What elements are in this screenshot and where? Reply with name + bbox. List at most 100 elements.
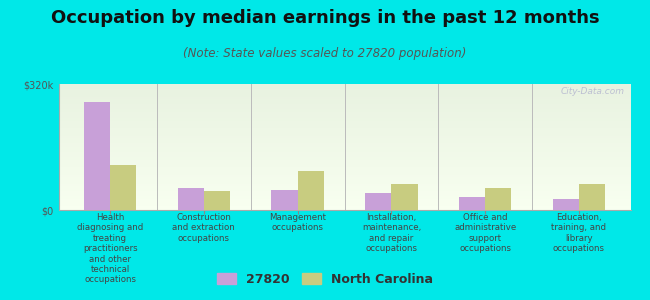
Bar xyxy=(58,165,630,166)
Bar xyxy=(58,107,630,108)
Bar xyxy=(58,123,630,124)
Bar xyxy=(58,147,630,148)
Bar xyxy=(58,136,630,137)
Bar xyxy=(58,152,630,153)
Bar xyxy=(58,143,630,145)
Bar xyxy=(58,202,630,204)
Bar xyxy=(58,153,630,154)
Bar xyxy=(58,182,630,184)
Bar xyxy=(58,141,630,142)
Bar xyxy=(58,177,630,178)
Text: Management
occupations: Management occupations xyxy=(269,213,326,233)
Bar xyxy=(58,105,630,107)
Text: Health
diagnosing and
treating
practitioners
and other
technical
occupations: Health diagnosing and treating practitio… xyxy=(77,213,143,284)
Bar xyxy=(58,124,630,126)
Bar xyxy=(58,138,630,140)
Bar xyxy=(459,197,485,210)
Bar xyxy=(552,199,579,210)
Bar xyxy=(58,98,630,99)
Bar xyxy=(58,89,630,90)
Bar xyxy=(58,113,630,114)
Bar xyxy=(58,161,630,162)
Bar xyxy=(58,172,630,173)
Bar xyxy=(58,167,630,168)
Bar xyxy=(58,204,630,205)
Bar xyxy=(58,197,630,199)
Text: Education,
training, and
library
occupations: Education, training, and library occupat… xyxy=(551,213,606,253)
Bar xyxy=(58,199,630,200)
Bar xyxy=(58,154,630,156)
Bar xyxy=(58,171,630,172)
Text: (Note: State values scaled to 27820 population): (Note: State values scaled to 27820 popu… xyxy=(183,46,467,59)
Bar xyxy=(58,134,630,136)
Bar xyxy=(58,119,630,121)
Bar xyxy=(58,186,630,187)
Bar xyxy=(58,206,630,208)
Bar xyxy=(58,173,630,175)
Bar xyxy=(58,132,630,133)
Bar xyxy=(58,157,630,158)
Bar xyxy=(58,84,630,85)
Bar xyxy=(365,194,391,210)
Text: City-Data.com: City-Data.com xyxy=(561,86,625,95)
Bar xyxy=(58,94,630,95)
Bar xyxy=(58,129,630,130)
Bar xyxy=(58,109,630,110)
Bar xyxy=(58,126,630,127)
Bar xyxy=(58,151,630,152)
Bar xyxy=(58,160,630,161)
Bar xyxy=(58,192,630,194)
Bar xyxy=(58,190,630,191)
Bar xyxy=(58,103,630,104)
Bar xyxy=(58,181,630,182)
Bar xyxy=(58,100,630,102)
Bar xyxy=(485,188,512,210)
Text: Construction
and extraction
occupations: Construction and extraction occupations xyxy=(172,213,235,243)
Bar xyxy=(58,170,630,171)
Legend: 27820, North Carolina: 27820, North Carolina xyxy=(212,268,438,291)
Bar xyxy=(110,165,136,210)
Bar xyxy=(58,176,630,177)
Bar xyxy=(58,121,630,122)
Bar xyxy=(58,116,630,117)
Bar xyxy=(58,185,630,186)
Bar xyxy=(58,88,630,89)
Bar xyxy=(84,102,110,210)
Bar xyxy=(58,114,630,116)
Bar xyxy=(579,184,605,210)
Bar xyxy=(58,208,630,209)
Bar xyxy=(58,175,630,176)
Bar xyxy=(58,168,630,170)
Bar xyxy=(58,140,630,141)
Bar xyxy=(58,130,630,132)
Bar xyxy=(58,149,630,151)
Bar xyxy=(58,99,630,100)
Bar xyxy=(58,180,630,181)
Bar xyxy=(58,122,630,123)
Bar xyxy=(58,178,630,180)
Bar xyxy=(58,191,630,192)
Bar xyxy=(58,184,630,185)
Bar xyxy=(58,158,630,160)
Bar xyxy=(58,187,630,189)
Bar xyxy=(58,128,630,129)
Bar xyxy=(58,117,630,118)
Bar xyxy=(177,188,204,210)
Bar xyxy=(58,189,630,190)
Bar xyxy=(58,95,630,97)
Bar xyxy=(58,86,630,88)
Bar xyxy=(58,102,630,103)
Bar xyxy=(58,200,630,201)
Bar xyxy=(204,191,230,210)
Bar xyxy=(58,156,630,157)
Bar xyxy=(58,209,630,210)
Bar xyxy=(58,164,630,165)
Text: Office and
administrative
support
occupations: Office and administrative support occupa… xyxy=(454,213,516,253)
Bar xyxy=(58,148,630,149)
Bar xyxy=(58,146,630,147)
Bar xyxy=(58,162,630,164)
Bar xyxy=(58,133,630,134)
Bar xyxy=(58,196,630,197)
Bar xyxy=(58,85,630,86)
Bar xyxy=(58,110,630,112)
